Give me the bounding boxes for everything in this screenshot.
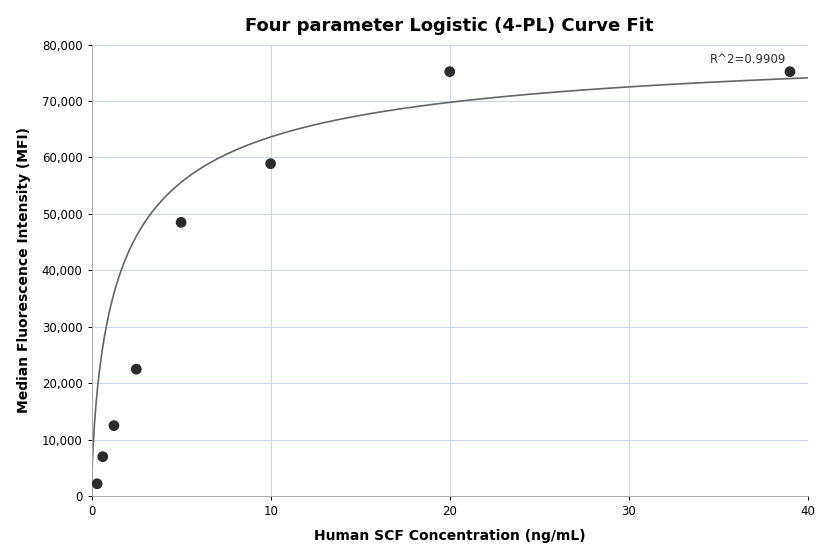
Point: [91, 479, 104, 488]
Point: [443, 67, 457, 76]
Point: [175, 218, 188, 227]
Text: R^2=0.9909: R^2=0.9909: [710, 53, 785, 66]
Point: [784, 67, 797, 76]
Title: Four parameter Logistic (4-PL) Curve Fit: Four parameter Logistic (4-PL) Curve Fit: [245, 17, 654, 35]
Point: [130, 365, 143, 374]
X-axis label: Human SCF Concentration (ng/mL): Human SCF Concentration (ng/mL): [314, 529, 586, 543]
Point: [264, 159, 277, 168]
Point: [96, 452, 109, 461]
Point: [107, 421, 121, 430]
Y-axis label: Median Fluorescence Intensity (MFI): Median Fluorescence Intensity (MFI): [17, 127, 31, 413]
